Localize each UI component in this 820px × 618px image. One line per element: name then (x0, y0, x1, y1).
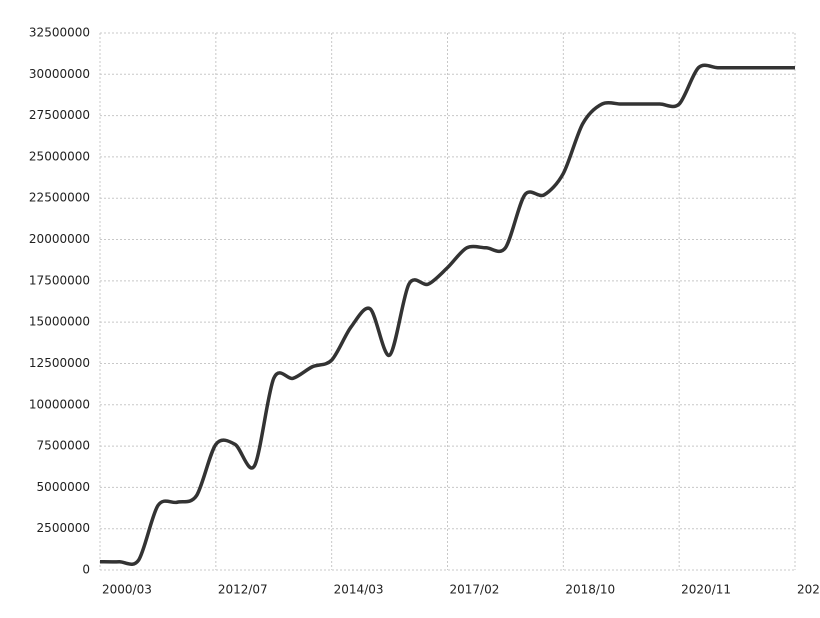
y-tick-label: 27500000 (29, 108, 90, 122)
y-tick-label: 0 (82, 563, 90, 577)
y-tick-label: 20000000 (29, 232, 90, 246)
y-tick-label: 15000000 (29, 315, 90, 329)
y-tick-label: 30000000 (29, 67, 90, 81)
y-tick-label: 7500000 (37, 439, 90, 453)
x-tick-label: 2018/10 (565, 583, 615, 597)
y-tick-label: 22500000 (29, 191, 90, 205)
y-tick-label: 25000000 (29, 149, 90, 163)
y-tick-label: 5000000 (37, 480, 90, 494)
y-tick-label: 17500000 (29, 273, 90, 287)
x-tick-label: 2017/02 (450, 583, 500, 597)
x-tick-label: 2000/03 (102, 583, 152, 597)
x-tick-label: 2022 (797, 583, 820, 597)
y-tick-label: 10000000 (29, 397, 90, 411)
x-tick-label: 2012/07 (218, 583, 268, 597)
x-tick-label: 2020/11 (681, 583, 731, 597)
line-series (99, 63, 795, 566)
y-tick-label: 32500000 (29, 26, 90, 40)
x-tick-label: 2014/03 (334, 583, 384, 597)
y-tick-label: 2500000 (37, 521, 90, 535)
y-tick-label: 12500000 (29, 356, 90, 370)
